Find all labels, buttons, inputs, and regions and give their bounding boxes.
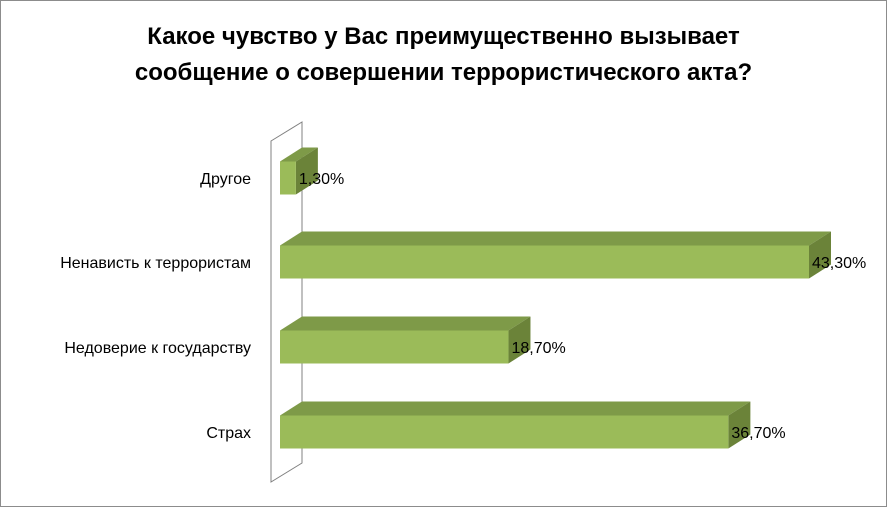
bar-side-2 — [809, 231, 831, 279]
bar-side-4 — [728, 401, 751, 449]
bar-3 — [280, 330, 509, 364]
bar-1 — [280, 161, 296, 195]
value-label-1: 1,30% — [299, 171, 344, 188]
bar-2 — [280, 245, 809, 279]
bar-side-3 — [508, 316, 531, 364]
value-label-3: 18,70% — [511, 340, 565, 357]
bar-top-1 — [280, 147, 318, 162]
axis-wall — [270, 121, 303, 483]
bar-side-1 — [295, 147, 318, 195]
category-label-4: Страх — [206, 425, 251, 442]
category-label-2: Ненависть к террористам — [60, 255, 251, 272]
category-label-3: Недоверие к государству — [64, 340, 251, 357]
bar-top-3 — [280, 316, 531, 331]
value-label-2: 43,30% — [812, 255, 866, 272]
value-label-4: 36,70% — [731, 425, 785, 442]
chart-title: Какое чувство у Вас преимущественно вызы… — [1, 19, 886, 91]
chart-title-line-2: сообщение о совершении террористического… — [134, 59, 753, 86]
bar-top-2 — [280, 231, 831, 246]
bar-4 — [280, 415, 729, 449]
bar-top-4 — [280, 401, 751, 416]
chart-title-line-1: Какое чувство у Вас преимущественно вызы… — [147, 23, 740, 50]
category-label-1: Другое — [200, 171, 251, 188]
